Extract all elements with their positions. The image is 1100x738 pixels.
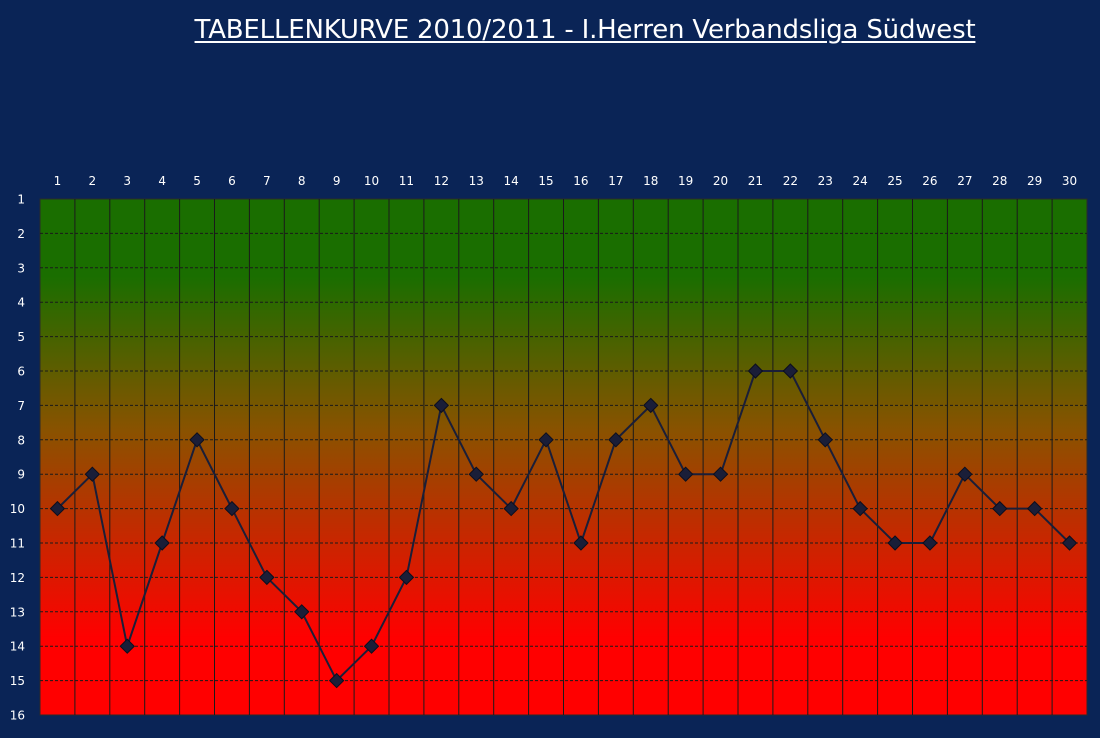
x-tick-label: 10 bbox=[364, 174, 379, 188]
data-point bbox=[852, 500, 868, 517]
x-tick-label: 16 bbox=[573, 174, 588, 188]
data-point bbox=[503, 500, 519, 517]
data-point bbox=[1061, 535, 1078, 551]
y-tick-label: 16 bbox=[10, 709, 25, 723]
x-tick-label: 30 bbox=[1062, 174, 1077, 188]
data-point bbox=[154, 535, 170, 551]
data-point bbox=[49, 500, 66, 517]
data-point bbox=[294, 604, 310, 620]
data-point bbox=[817, 432, 833, 448]
data-point bbox=[189, 432, 205, 448]
y-tick-label: 14 bbox=[10, 640, 25, 654]
x-tick-label: 1 bbox=[54, 174, 62, 188]
data-point bbox=[887, 535, 903, 551]
x-tick-label: 21 bbox=[748, 174, 763, 188]
x-tick-label: 2 bbox=[89, 174, 97, 188]
x-tick-label: 12 bbox=[434, 174, 449, 188]
data-point bbox=[538, 432, 554, 448]
y-tick-label: 8 bbox=[17, 433, 25, 447]
series-layer bbox=[49, 363, 1078, 689]
x-tick-label: 8 bbox=[298, 174, 306, 188]
y-tick-label: 10 bbox=[10, 502, 25, 516]
data-point bbox=[747, 363, 764, 379]
x-tick-label: 14 bbox=[504, 174, 519, 188]
data-point bbox=[259, 569, 275, 586]
x-tick-label: 23 bbox=[818, 174, 833, 188]
x-tick-label: 6 bbox=[228, 174, 236, 188]
data-point bbox=[363, 638, 380, 654]
x-tick-label: 24 bbox=[853, 174, 868, 188]
y-tick-label: 1 bbox=[17, 193, 25, 207]
data-point bbox=[398, 569, 415, 586]
x-tick-label: 5 bbox=[193, 174, 201, 188]
x-tick-label: 22 bbox=[783, 174, 798, 188]
y-tick-label: 7 bbox=[17, 399, 25, 413]
data-point bbox=[433, 397, 450, 414]
data-point bbox=[84, 466, 101, 482]
grid bbox=[40, 199, 1087, 715]
data-point bbox=[712, 466, 729, 482]
y-tick-label: 2 bbox=[17, 227, 25, 241]
x-tick-label: 15 bbox=[538, 174, 553, 188]
x-tick-label: 25 bbox=[887, 174, 902, 188]
y-tick-label: 15 bbox=[10, 674, 25, 688]
x-tick-label: 29 bbox=[1027, 174, 1042, 188]
data-point bbox=[643, 397, 659, 414]
y-tick-label: 13 bbox=[10, 605, 25, 619]
x-tick-label: 13 bbox=[469, 174, 484, 188]
y-tick-label: 6 bbox=[17, 365, 25, 379]
data-point bbox=[922, 535, 938, 551]
x-tick-label: 3 bbox=[123, 174, 131, 188]
x-tick-label: 27 bbox=[957, 174, 972, 188]
x-tick-label: 26 bbox=[922, 174, 937, 188]
data-point bbox=[119, 638, 135, 654]
data-point bbox=[957, 466, 973, 482]
y-tick-label: 12 bbox=[10, 571, 25, 585]
x-tick-label: 7 bbox=[263, 174, 271, 188]
x-tick-label: 11 bbox=[399, 174, 414, 188]
y-tick-label: 11 bbox=[10, 537, 25, 551]
data-point bbox=[468, 466, 484, 482]
data-point bbox=[328, 672, 345, 689]
x-axis: 1 2 3 4 5 6 7 8 9 10 11 12 13 14 15 16 17 18 19 20 21 22 23 24 2… bbox=[54, 174, 1078, 188]
data-point bbox=[782, 363, 799, 379]
chart-title: TABELLENKURVE 2010/2011 - I.Herren Verba… bbox=[194, 15, 976, 45]
data-point bbox=[224, 500, 240, 517]
x-tick-label: 18 bbox=[643, 174, 658, 188]
y-tick-label: 3 bbox=[17, 261, 25, 275]
x-tick-label: 28 bbox=[992, 174, 1007, 188]
data-point bbox=[1026, 500, 1043, 517]
x-tick-label: 4 bbox=[158, 174, 166, 188]
data-point bbox=[608, 432, 624, 448]
y-tick-label: 5 bbox=[17, 330, 25, 344]
x-tick-label: 9 bbox=[333, 174, 341, 188]
y-tick-label: 9 bbox=[17, 468, 25, 482]
x-tick-label: 17 bbox=[608, 174, 623, 188]
data-point bbox=[677, 466, 694, 482]
data-point bbox=[992, 500, 1008, 517]
x-tick-label: 19 bbox=[678, 174, 693, 188]
y-tick-label: 4 bbox=[17, 296, 25, 310]
x-tick-label: 20 bbox=[713, 174, 728, 188]
data-point bbox=[573, 535, 589, 551]
